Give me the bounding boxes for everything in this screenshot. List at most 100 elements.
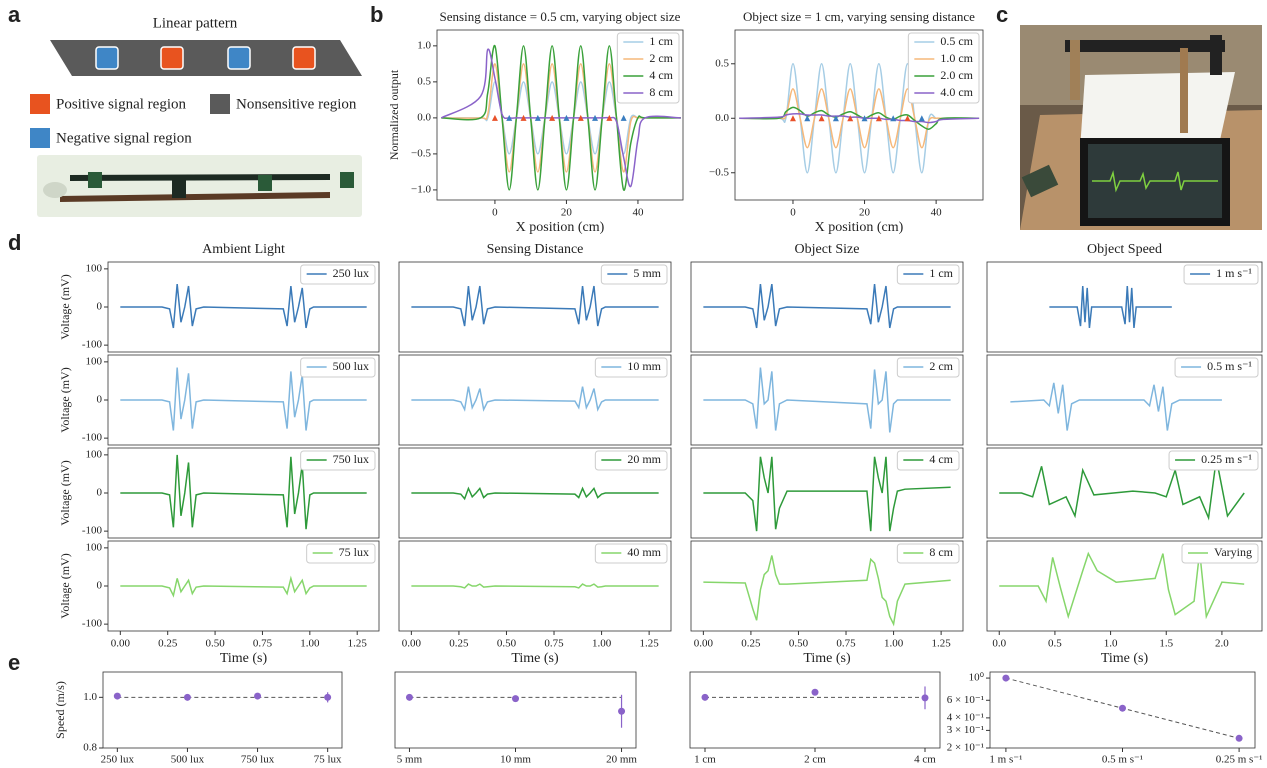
legend-box (306, 543, 376, 564)
legend-label: 8 cm (929, 545, 953, 559)
legend-label: 0.25 m s⁻¹ (1201, 452, 1252, 466)
data-line (1049, 285, 1172, 329)
legend-box (1181, 543, 1259, 564)
legend-box (907, 32, 980, 104)
negative-sensor (804, 115, 811, 122)
y-tick-label: 0.5 (417, 75, 431, 87)
x-tick-label: 0 (790, 207, 796, 219)
y-axis-label: Voltage (mV) (58, 460, 72, 525)
x-tick-label: 0.5 (1048, 638, 1062, 650)
y-tick-label: 10⁰ (969, 672, 985, 684)
data-point (254, 692, 262, 700)
y-tick-label: -100 (82, 339, 103, 351)
legend-label: 1 m s⁻¹ (1216, 266, 1252, 280)
x-tick-label: 0.00 (402, 638, 422, 650)
pattern-title: Linear pattern (153, 15, 238, 31)
legend-label: 750 lux (333, 452, 369, 466)
y-tick-label: −0.5 (411, 147, 431, 159)
legend-label: 8 cm (649, 85, 673, 99)
legend-swatch (30, 94, 50, 114)
negative-sensor (534, 114, 541, 121)
negative-sensor (918, 115, 925, 122)
negative-sensor (563, 114, 570, 121)
y-tick-label: 0.8 (83, 742, 97, 754)
x-tick-label: 20 (859, 207, 871, 219)
sensor-photo (37, 155, 362, 217)
y-tick-label: −0.5 (709, 166, 729, 178)
x-tick-label: 2.0 (1215, 638, 1229, 650)
plot-frame (102, 671, 343, 749)
panel-label: b (370, 2, 383, 27)
x-axis-label: X position (cm) (516, 220, 605, 235)
panel-label: d (8, 230, 21, 255)
data-line (703, 456, 951, 532)
data-point (183, 693, 191, 701)
x-tick-label: 0.25 (449, 638, 469, 650)
x-tick-label: 750 lux (241, 754, 275, 766)
x-axis-label: Time (s) (1101, 651, 1149, 666)
negative-sensor (861, 115, 868, 122)
positive-sensor (606, 114, 613, 121)
data-point (113, 692, 121, 700)
legend-box (300, 357, 376, 378)
positive-sensor (491, 114, 498, 121)
positive-sensor (875, 115, 882, 122)
y-axis-label: Voltage (mV) (58, 274, 72, 339)
positive-sensor (818, 115, 825, 122)
data-point (324, 693, 332, 701)
y-tick-label: −1.0 (411, 183, 431, 195)
x-tick-label: 0.50 (497, 638, 517, 650)
x-tick-label: 1 cm (694, 754, 716, 766)
legend-label: Negative signal region (56, 130, 192, 146)
x-tick-label: 2 cm (804, 754, 826, 766)
y-tick-label: -100 (82, 618, 103, 630)
legend-label: 75 lux (339, 545, 369, 559)
x-axis-label: X position (cm) (815, 220, 904, 235)
chart-title: Sensing Distance (487, 242, 584, 257)
data-line (411, 386, 659, 412)
y-tick-label: 0 (97, 394, 103, 406)
x-tick-label: 0 (492, 207, 498, 219)
legend-label: 0.5 m s⁻¹ (1207, 359, 1252, 373)
data-point (1002, 674, 1010, 682)
legend-box (594, 543, 668, 564)
legend-label: Positive signal region (56, 96, 186, 112)
legend-swatch (30, 128, 50, 148)
chart-title: Ambient Light (202, 242, 285, 257)
pattern-band (50, 40, 362, 76)
legend-label: 2 cm (649, 51, 673, 65)
negative-sensor (506, 114, 513, 121)
y-tick-label: 1.0 (83, 691, 97, 703)
x-tick-label: 1.5 (1159, 638, 1173, 650)
data-point (811, 688, 819, 696)
y-axis-label: Normalized output (387, 69, 401, 160)
x-tick-label: 40 (632, 207, 644, 219)
y-tick-label: 0 (97, 487, 103, 499)
legend-box (594, 450, 668, 471)
x-tick-label: 0.25 m s⁻¹ (1216, 754, 1263, 766)
x-tick-label: 20 mm (606, 754, 637, 766)
y-tick-label: 0.0 (715, 112, 729, 124)
data-line (411, 285, 659, 327)
legend-label: 4 cm (929, 452, 953, 466)
chart-title: Object Size (795, 242, 860, 257)
chart-title: Object Speed (1087, 242, 1162, 257)
x-tick-label: 10 mm (500, 754, 531, 766)
x-tick-label: 0.0 (992, 638, 1006, 650)
y-tick-label: -100 (82, 432, 103, 444)
positive-sensor (904, 115, 911, 122)
data-line (411, 486, 659, 501)
x-tick-label: 1.25 (932, 638, 952, 650)
data-line (411, 583, 659, 589)
y-tick-label: 0 (97, 580, 103, 592)
x-axis-label: Time (s) (511, 651, 559, 666)
legend-box (1174, 357, 1259, 378)
x-tick-label: 5 mm (397, 754, 423, 766)
y-tick-label: 100 (86, 448, 103, 460)
legend-label: 4.0 cm (940, 85, 973, 99)
legend-box (896, 357, 960, 378)
y-axis-label: Speed (m/s) (53, 681, 67, 739)
data-line (120, 284, 367, 329)
y-axis-label: Voltage (mV) (58, 553, 72, 618)
